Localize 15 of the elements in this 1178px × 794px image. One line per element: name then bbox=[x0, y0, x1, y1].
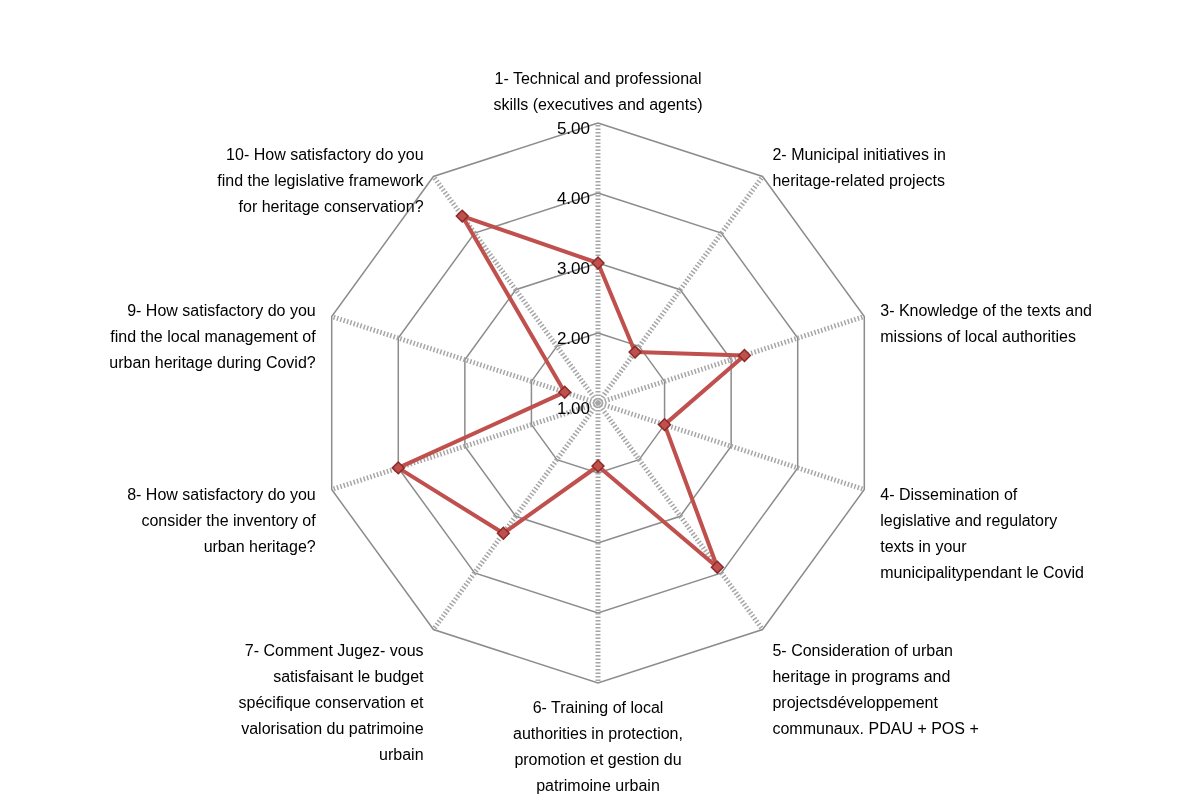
spoke-label: 6- Training of local authorities in protection, promotion et gestion du patrimoine urbain bbox=[513, 698, 683, 794]
spoke-label: 3- Knowledge of the texts and missions of local authorities bbox=[880, 302, 1092, 346]
y-tick-label: 1.00 bbox=[556, 399, 590, 418]
y-tick-label: 4.00 bbox=[556, 189, 590, 208]
y-tick-label: 2.00 bbox=[556, 329, 590, 348]
spoke-label: 5- Consideration of urban heritage in programs and projectsdéveloppement communaux. PDAU + POS + bbox=[772, 642, 979, 738]
spoke-label: 9- How satisfactory do you find the local management of urban heritage during Covid? bbox=[109, 302, 317, 372]
spoke-label: 7- Comment Jugez- vous satisfaisant le budget spécifique conservation et valorisation du patrimoine urbain bbox=[238, 642, 425, 764]
y-tick-label: 5.00 bbox=[556, 119, 590, 138]
spoke-label: 4- Dissemination of legislative and regulatory texts in your municipalitypendant le Covid bbox=[880, 485, 1084, 581]
spoke-label: 2- Municipal initiatives in heritage-related projects bbox=[772, 145, 946, 189]
y-tick-label: 3.00 bbox=[556, 259, 590, 278]
spoke-label: 1- Technical and professional skills (executives and agents) bbox=[493, 69, 703, 113]
spoke-label: 8- How satisfactory do you consider the inventory of urban heritage? bbox=[127, 485, 317, 555]
spoke-label: 10- How satisfactory do you find the legislative framework for heritage conservation? bbox=[217, 145, 425, 215]
